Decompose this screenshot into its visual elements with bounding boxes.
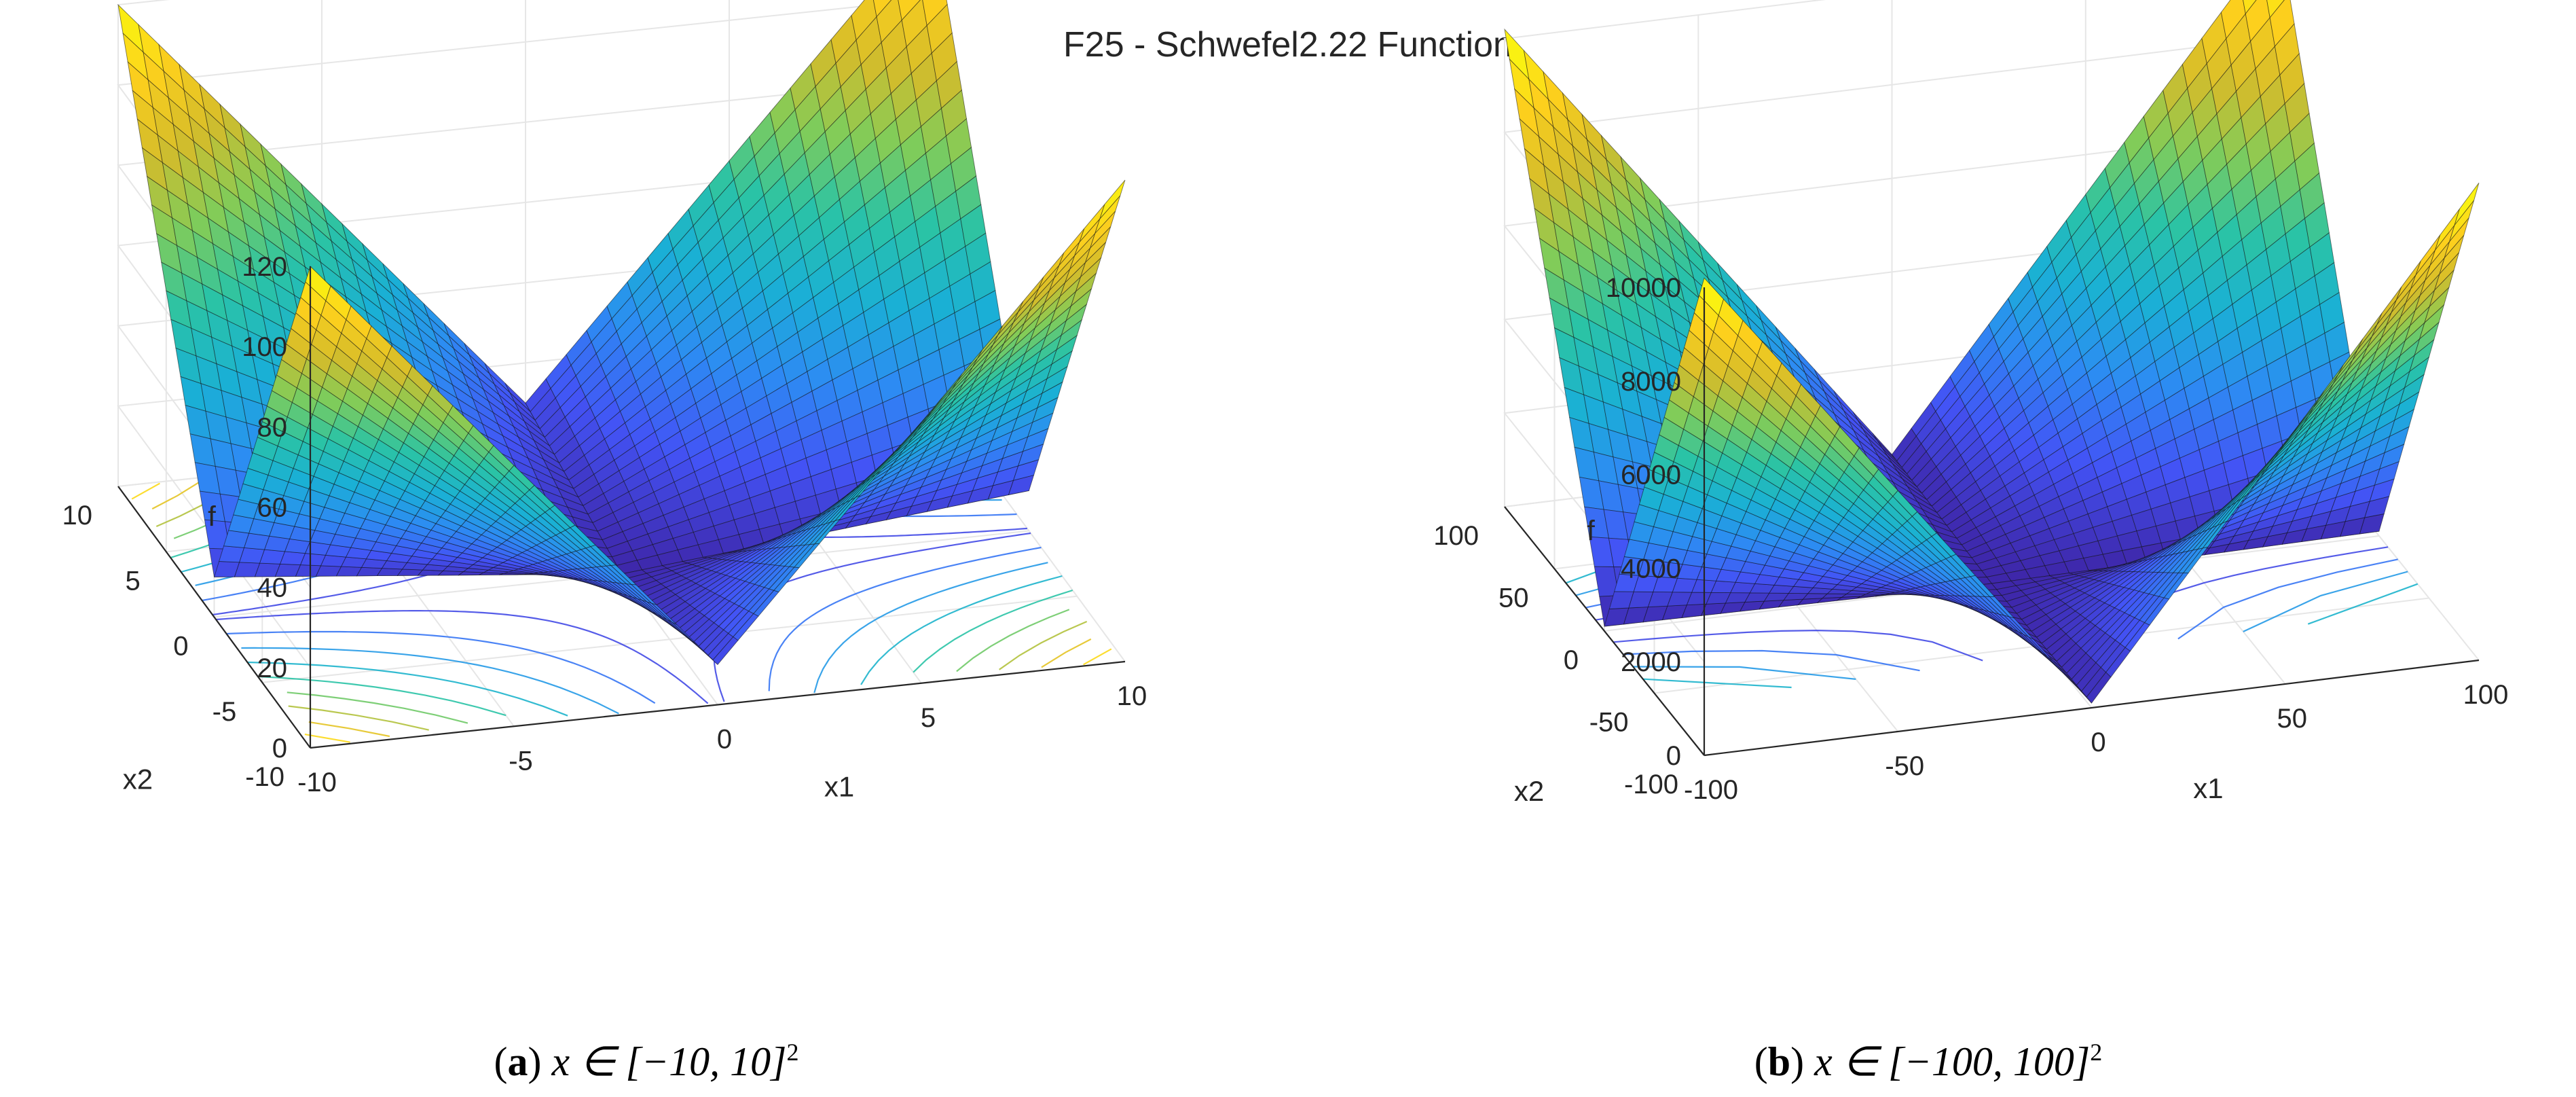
- z-tick-label: 8000: [1621, 367, 1681, 397]
- contour-line: [226, 630, 656, 704]
- contour-line: [1633, 666, 1856, 680]
- z-tick-label: 40: [257, 573, 288, 603]
- contour-line: [2243, 571, 2408, 632]
- y-tick-label: 100: [1433, 521, 1479, 551]
- contour-line: [1623, 649, 1920, 672]
- contour-line: [1642, 678, 1792, 689]
- contour-line: [257, 675, 507, 717]
- x-tick-label: -100: [1684, 775, 1738, 805]
- z-tick-label: 120: [242, 252, 287, 282]
- x-axis-line: [310, 660, 1126, 749]
- x-tick-label: 10: [1117, 681, 1147, 711]
- contour-line: [913, 589, 1073, 673]
- y-tick-label: -10: [245, 762, 284, 792]
- contour-line: [247, 661, 568, 717]
- figure-title: F25 - Schwefel2.22 Function: [1063, 25, 1513, 65]
- z-axis-label: f: [1587, 515, 1595, 547]
- caption-a-label: a: [507, 1039, 528, 1084]
- contour-line: [131, 482, 160, 500]
- z-tick-label: 20: [257, 653, 288, 683]
- x-axis-label: x1: [824, 770, 854, 802]
- z-tick-label: 60: [257, 493, 288, 523]
- y-axis-line: [1504, 506, 1705, 756]
- z-tick-label: 10000: [1606, 273, 1681, 303]
- y-axis-line: [117, 486, 311, 749]
- y-axis-label: x2: [123, 763, 153, 795]
- contour-line: [1041, 638, 1092, 668]
- caption-b-label: b: [1768, 1039, 1790, 1084]
- surface-patch: [2243, 0, 2257, 15]
- contour-line: [768, 546, 1042, 691]
- y-tick-label: 10: [62, 501, 93, 530]
- surface-patch: [2454, 182, 2480, 226]
- x-axis-line: [1704, 659, 2480, 757]
- z-tick-label: 80: [257, 412, 288, 442]
- z-tick-label: 2000: [1621, 647, 1681, 677]
- x-tick-label: 50: [2277, 704, 2308, 734]
- surface-patch: [1099, 179, 1126, 219]
- contour-line: [304, 734, 350, 743]
- caption-a: (a) x ∈ [−10, 10]2: [494, 1039, 798, 1084]
- x-tick-label: 0: [2091, 727, 2105, 757]
- caption-a-text: x ∈ [−10, 10]: [551, 1039, 786, 1084]
- contour-line: [287, 691, 468, 724]
- y-tick-label: -50: [1589, 708, 1629, 738]
- z-tick-label: 100: [242, 332, 287, 362]
- x-tick-label: -50: [1885, 751, 1924, 781]
- contour-line: [813, 562, 1048, 694]
- y-tick-label: 0: [173, 632, 188, 662]
- contour-line: [2307, 583, 2418, 625]
- z-axis-label: f: [208, 501, 216, 533]
- x-tick-label: 5: [921, 703, 936, 733]
- chart-a: 0 20 40 60 80 100 120 -10 -5 0 5 10 -10 -5 0 5 10 f x1 x2: [62, 0, 1147, 802]
- chart-b: 0 2000 4000 6000 8000 10000 -100 -50 0 50 100 -100 -…: [1433, 0, 2508, 807]
- contour-line: [2177, 558, 2398, 640]
- x-tick-label: 0: [717, 725, 732, 755]
- y-tick-label: 50: [1498, 583, 1529, 613]
- caption-b: (b) x ∈ [−100, 100]2: [1754, 1039, 2102, 1084]
- z-tick-label: 0: [1666, 741, 1681, 771]
- axes: 0 2000 4000 6000 8000 10000 -100 -50 0 50 100 -100 -…: [1433, 273, 2508, 807]
- surface: [117, 0, 1126, 666]
- caption-a-sup: 2: [787, 1039, 799, 1066]
- caption-b-sup: 2: [2090, 1039, 2102, 1066]
- contour-line: [216, 609, 709, 704]
- z-tick-label: 6000: [1621, 461, 1681, 490]
- contour-line: [999, 620, 1088, 670]
- contour-line: [1613, 629, 1983, 662]
- axes: 0 20 40 60 80 100 120 -10 -5 0 5 10 -10 -5 0 5 10 f x1 x2: [62, 252, 1147, 802]
- contour-line: [956, 609, 1070, 672]
- contour-line: [308, 721, 390, 738]
- caption-b-text: x ∈ [−100, 100]: [1814, 1039, 2090, 1084]
- contour-line: [241, 647, 619, 715]
- x-tick-label: -10: [297, 768, 337, 797]
- contour-line: [1083, 648, 1112, 666]
- z-tick-label: 0: [272, 734, 287, 763]
- x-axis-label: x1: [2193, 772, 2223, 804]
- y-tick-label: -5: [213, 697, 237, 727]
- surface: [1504, 0, 2480, 704]
- y-tick-label: -100: [1624, 770, 1678, 799]
- x-tick-label: 100: [2463, 680, 2509, 710]
- y-tick-label: 5: [126, 566, 141, 596]
- z-tick-label: 4000: [1621, 554, 1681, 583]
- y-axis-label: x2: [1514, 775, 1544, 807]
- contour-line: [151, 480, 202, 510]
- x-tick-label: -5: [509, 746, 533, 776]
- y-tick-label: 0: [1564, 645, 1579, 675]
- contour-line: [860, 575, 1063, 685]
